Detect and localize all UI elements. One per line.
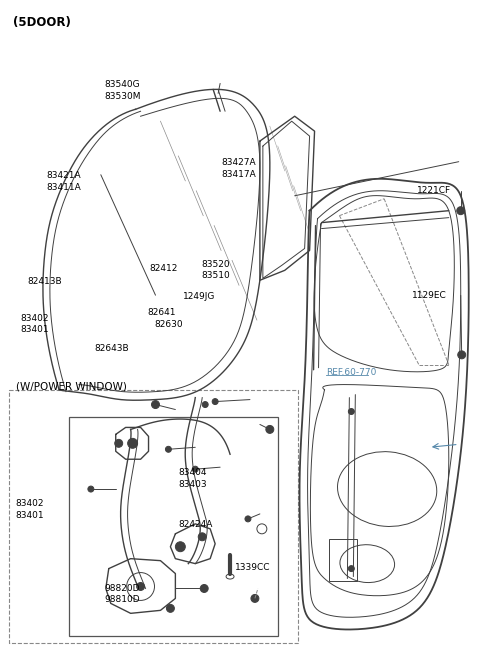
Text: REF.60-770: REF.60-770 xyxy=(326,369,376,377)
Circle shape xyxy=(115,440,123,447)
Text: 82412: 82412 xyxy=(149,264,178,273)
Circle shape xyxy=(245,516,251,522)
Text: 98820D: 98820D xyxy=(104,584,140,592)
Circle shape xyxy=(137,583,144,590)
Text: 83520: 83520 xyxy=(202,260,230,268)
Circle shape xyxy=(457,207,465,215)
Text: 83402: 83402 xyxy=(16,499,44,508)
Text: 82413B: 82413B xyxy=(28,277,62,286)
Circle shape xyxy=(166,446,171,452)
Text: 98810D: 98810D xyxy=(104,596,140,604)
Text: 83403: 83403 xyxy=(178,480,206,489)
Text: 83510: 83510 xyxy=(202,272,230,280)
Circle shape xyxy=(152,401,159,409)
Text: 1221CF: 1221CF xyxy=(417,186,451,195)
Circle shape xyxy=(266,426,274,434)
Circle shape xyxy=(251,594,259,602)
Text: 83402: 83402 xyxy=(21,314,49,323)
Text: 83401: 83401 xyxy=(16,510,44,520)
Text: 83421A: 83421A xyxy=(47,171,81,180)
Text: 82641: 82641 xyxy=(147,308,176,318)
Bar xyxy=(69,417,278,636)
Circle shape xyxy=(202,401,208,407)
Text: 82630: 82630 xyxy=(154,320,183,329)
Text: 83404: 83404 xyxy=(178,468,206,477)
Circle shape xyxy=(200,584,208,592)
Text: 1339CC: 1339CC xyxy=(235,563,271,572)
Text: 83401: 83401 xyxy=(21,325,49,335)
Text: (W/POWER WINDOW): (W/POWER WINDOW) xyxy=(16,382,127,392)
Circle shape xyxy=(167,604,174,612)
Circle shape xyxy=(88,486,94,492)
Circle shape xyxy=(348,565,354,571)
Text: 1129EC: 1129EC xyxy=(412,291,446,300)
Circle shape xyxy=(212,399,218,405)
Text: 83417A: 83417A xyxy=(221,170,256,179)
Circle shape xyxy=(192,466,198,472)
Text: (5DOOR): (5DOOR) xyxy=(13,16,71,30)
Text: 83427A: 83427A xyxy=(221,159,255,167)
Text: 83530M: 83530M xyxy=(104,92,141,101)
Text: 82643B: 82643B xyxy=(95,344,129,353)
Circle shape xyxy=(128,438,138,448)
Circle shape xyxy=(458,351,466,359)
Text: 83540G: 83540G xyxy=(104,80,140,89)
Bar xyxy=(329,539,357,581)
Text: 1249JG: 1249JG xyxy=(183,292,215,301)
Circle shape xyxy=(348,409,354,415)
Text: 82424A: 82424A xyxy=(178,520,212,529)
Text: 83411A: 83411A xyxy=(47,183,82,192)
Circle shape xyxy=(175,542,185,552)
Circle shape xyxy=(198,533,206,541)
Bar xyxy=(9,390,298,643)
